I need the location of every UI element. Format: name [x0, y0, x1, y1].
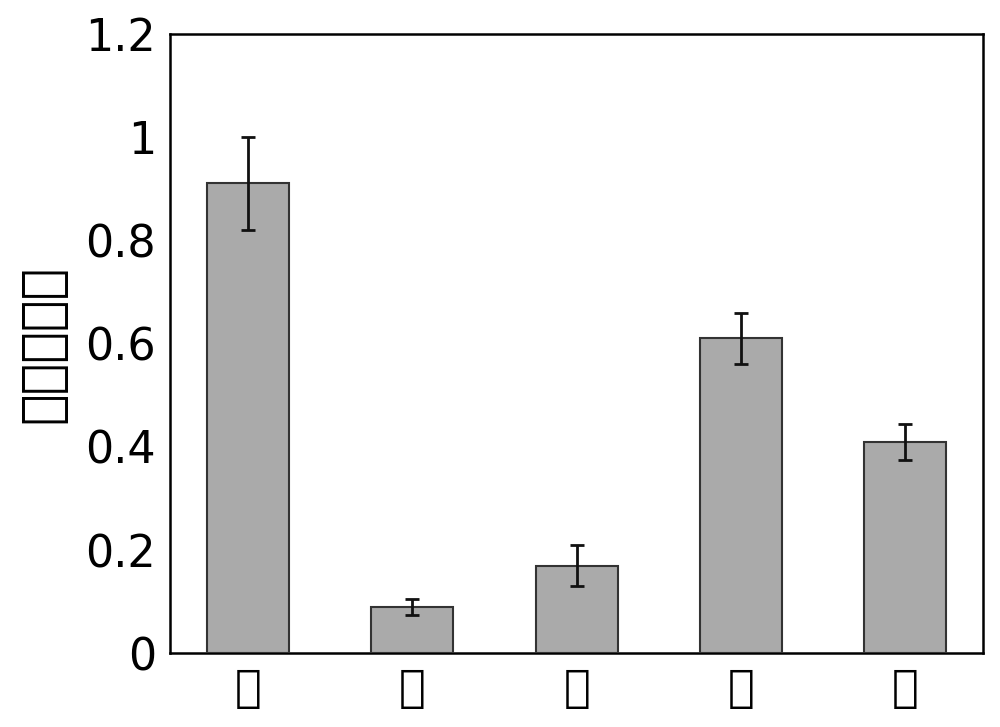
Bar [371, 607, 453, 654]
Bar [864, 442, 946, 654]
Bar [700, 338, 782, 654]
Y-axis label: 相对表达量: 相对表达量 [17, 265, 69, 422]
Bar [536, 566, 618, 654]
Bar [207, 183, 289, 654]
